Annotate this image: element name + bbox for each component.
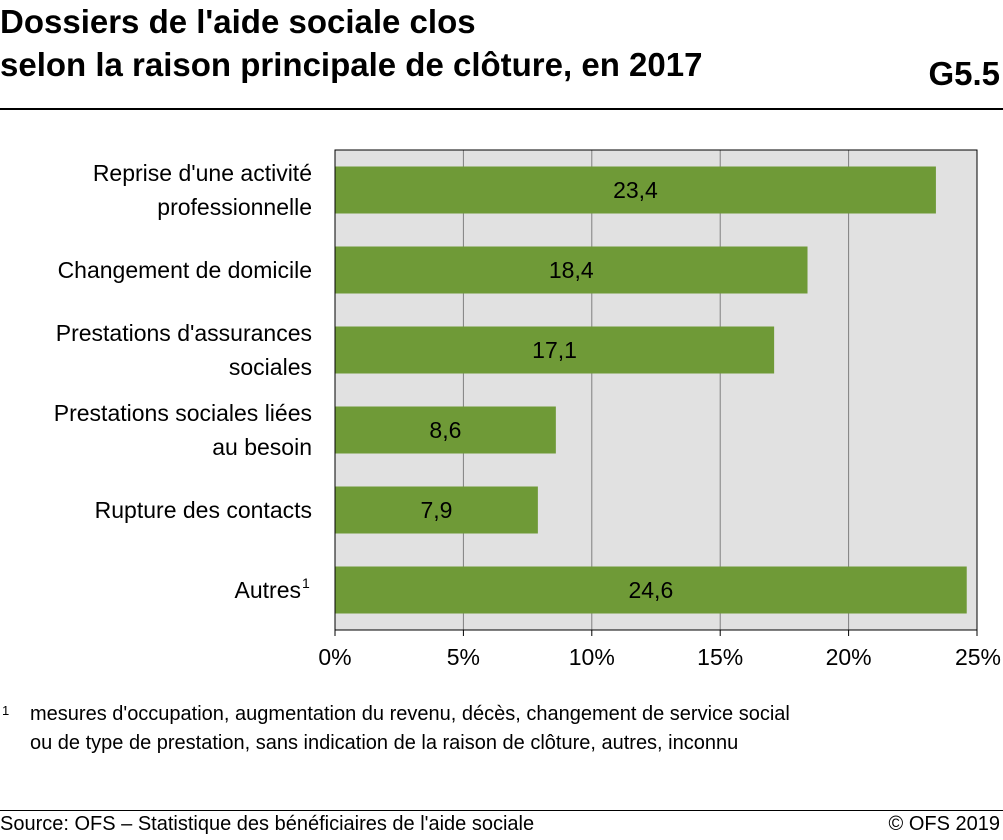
category-label-2-0: Prestations d'assurances bbox=[56, 320, 312, 346]
category-label-0-0: Reprise d'une activité bbox=[93, 160, 312, 186]
bar-chart: 23,4 Reprise d'une activité professionnell… bbox=[54, 149, 1001, 670]
x-tick-label-5: 25% bbox=[955, 644, 1001, 670]
x-tick-label-0: 0% bbox=[318, 644, 351, 670]
x-tick-label-1: 5% bbox=[447, 644, 480, 670]
chart-title-line-2: selon la raison principale de clôture, e… bbox=[0, 46, 703, 83]
plot-area bbox=[335, 150, 977, 630]
footnote-marker: 1 bbox=[2, 703, 10, 718]
value-label-3: 8,6 bbox=[429, 417, 461, 443]
bar-5 bbox=[335, 566, 967, 614]
bar-1 bbox=[335, 246, 808, 294]
x-tick-label-2: 10% bbox=[569, 644, 615, 670]
source-note: Source: OFS – Statistique des bénéficiai… bbox=[0, 813, 535, 835]
category-superscript-5: 1 bbox=[302, 575, 310, 591]
category-label-3-0: Prestations sociales liées bbox=[54, 400, 312, 426]
chart-title-line-1: Dossiers de l'aide sociale clos bbox=[0, 3, 476, 40]
chart-code: G5.5 bbox=[928, 55, 1000, 92]
x-tick-label-4: 20% bbox=[826, 644, 872, 670]
x-tick-label-3: 15% bbox=[697, 644, 743, 670]
copyright-note: © OFS 2019 bbox=[888, 813, 1000, 835]
category-label-5-0: Autres bbox=[235, 577, 301, 603]
bar-3 bbox=[335, 406, 556, 454]
footer-divider bbox=[0, 810, 1003, 811]
title-divider bbox=[0, 108, 1003, 110]
category-label-4-0: Rupture des contacts bbox=[95, 497, 312, 523]
category-label-1-0: Changement de domicile bbox=[58, 257, 312, 283]
plot-frame bbox=[334, 149, 978, 631]
category-label-2-1: sociales bbox=[229, 354, 312, 380]
footnote-line-2: ou de type de prestation, sans indicatio… bbox=[30, 732, 739, 754]
bar-4 bbox=[335, 486, 538, 534]
chart-title: Dossiers de l'aide sociale clos selon la… bbox=[0, 0, 1003, 86]
category-label-3-1: au besoin bbox=[212, 434, 312, 460]
bar-0 bbox=[335, 166, 936, 214]
value-label-2: 17,1 bbox=[532, 337, 577, 363]
value-label-1: 18,4 bbox=[549, 257, 594, 283]
value-label-0: 23,4 bbox=[613, 177, 658, 203]
category-label-0-1: professionnelle bbox=[157, 194, 312, 220]
value-label-4: 7,9 bbox=[420, 497, 452, 523]
value-label-5: 24,6 bbox=[628, 577, 673, 603]
bar-2 bbox=[335, 326, 775, 374]
footnote-line-1: mesures d'occupation, augmentation du re… bbox=[30, 703, 790, 725]
